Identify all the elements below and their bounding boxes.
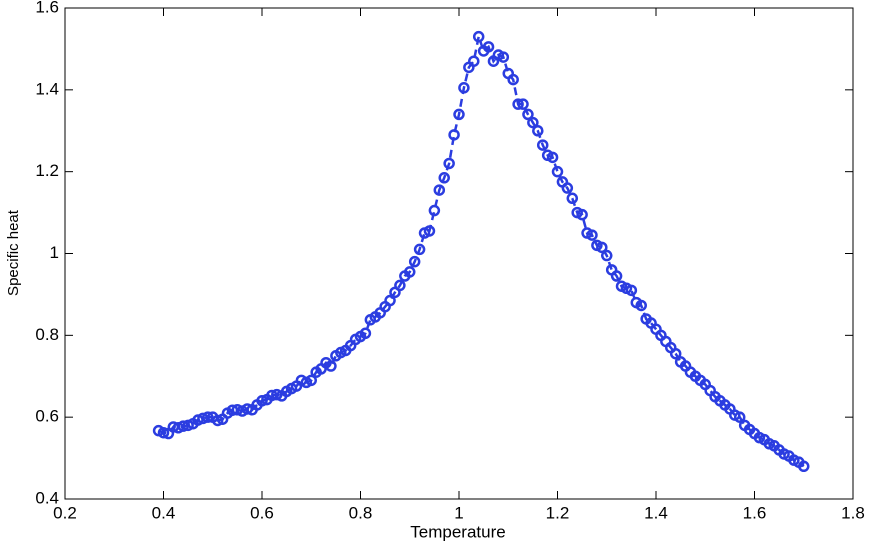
data-point	[586, 229, 598, 241]
x-tick-label: 0.8	[349, 503, 373, 522]
data-point	[271, 388, 283, 401]
data-point	[438, 172, 450, 184]
data-point	[536, 139, 549, 151]
data-point	[384, 294, 396, 307]
data-point	[532, 125, 544, 137]
data-point	[596, 241, 608, 254]
data-point	[468, 55, 480, 67]
x-tick-label: 1.8	[841, 503, 865, 522]
data-point	[472, 30, 485, 43]
data-point	[601, 249, 613, 262]
x-tick-label: 0.2	[53, 503, 77, 522]
data-point	[443, 157, 455, 170]
data-point	[546, 151, 559, 164]
data-point	[482, 41, 495, 53]
data-point	[733, 411, 746, 423]
data-point	[305, 374, 317, 387]
data-point	[359, 327, 372, 340]
data-point	[157, 426, 170, 439]
y-tick-label: 1	[50, 243, 59, 262]
data-point	[561, 182, 574, 194]
data-point	[497, 51, 510, 63]
x-tick-label: 1.4	[644, 503, 668, 522]
x-tick-label: 0.6	[250, 503, 274, 522]
x-tick-label: 1.2	[546, 503, 570, 522]
data-point	[576, 208, 588, 221]
x-tick-label: 1.6	[743, 503, 767, 522]
data-point	[669, 347, 682, 360]
data-point	[453, 108, 465, 121]
y-tick-label: 1.6	[35, 0, 59, 16]
x-tick-label: 0.4	[152, 503, 176, 522]
data-point	[423, 225, 436, 237]
data-point	[325, 360, 337, 372]
data-point	[394, 279, 406, 292]
data-point	[177, 420, 189, 432]
data-point	[241, 403, 253, 415]
y-tick-label: 0.6	[35, 407, 59, 426]
data-point	[433, 184, 446, 196]
x-tick-label: 1	[454, 503, 463, 522]
y-tick-label: 1.4	[35, 79, 59, 98]
data-point	[625, 284, 638, 297]
data-point	[517, 98, 529, 110]
y-axis-label: Specific heat	[5, 209, 22, 296]
y-tick-label: 0.8	[35, 325, 59, 344]
x-axis-label: Temperature	[410, 522, 505, 541]
data-point	[551, 165, 564, 178]
data-point	[635, 299, 647, 312]
data-point	[408, 255, 421, 268]
data-point	[522, 108, 534, 121]
y-tick-label: 0.4	[35, 488, 59, 507]
data-point	[202, 411, 214, 423]
data-point	[404, 266, 416, 278]
data-point	[527, 116, 539, 129]
data-point	[428, 204, 441, 217]
data-point	[413, 243, 426, 256]
data-point	[512, 98, 524, 110]
data-point	[211, 414, 224, 427]
data-point	[256, 395, 268, 407]
data-point	[566, 192, 579, 205]
data-point	[610, 270, 623, 282]
data-point	[458, 82, 470, 94]
y-tick-label: 1.2	[35, 161, 59, 180]
data-point	[448, 129, 460, 141]
data-point	[507, 73, 519, 86]
data-point	[798, 460, 810, 473]
